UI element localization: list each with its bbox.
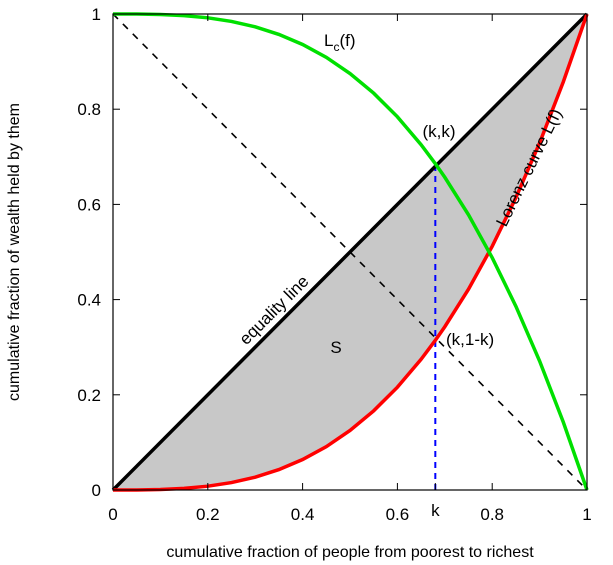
- y-axis-title: cumulative fraction of wealth held by th…: [6, 103, 23, 401]
- y-tick-labels: 0 0.2 0.4 0.6 0.8 1: [77, 5, 101, 500]
- complementary-curve: [112, 12, 589, 491]
- y-tick-label: 0.2: [77, 386, 101, 405]
- x-tick-label: 0.6: [386, 505, 410, 524]
- x-axis-title: cumulative fraction of people from poore…: [166, 544, 534, 561]
- x-tick-label: 0: [108, 505, 117, 524]
- plot-frame: [112, 13, 588, 491]
- x-tick-labels: 0 0.2 0.4 0.6 0.8 1 k: [108, 501, 591, 524]
- point-k1k-label: (k,1-k): [446, 330, 494, 349]
- k-tick-label: k: [431, 501, 440, 520]
- complementary-label-base: L: [324, 31, 333, 50]
- x-tick-label: 0.4: [291, 505, 315, 524]
- y-tick-label: 0.6: [77, 195, 101, 214]
- lorenz-curve: [112, 13, 589, 492]
- equality-line: [111, 12, 589, 492]
- y-tick-label: 0: [92, 481, 101, 500]
- x-tick-label: 0.8: [480, 505, 504, 524]
- x-tick-label: 0.2: [196, 505, 220, 524]
- point-kk-label: (k,k): [422, 122, 455, 141]
- y-tick-label: 1: [92, 5, 101, 24]
- complementary-curve-label: Lc(f): [324, 31, 356, 54]
- tick-marks: [112, 13, 588, 491]
- complementary-label-arg: (f): [339, 31, 355, 50]
- y-tick-label: 0.4: [77, 291, 101, 310]
- complementary-label-subscript: c: [333, 40, 339, 54]
- y-tick-label: 0.8: [77, 100, 101, 119]
- x-tick-label: 1: [582, 505, 591, 524]
- area-s-label: S: [330, 338, 341, 357]
